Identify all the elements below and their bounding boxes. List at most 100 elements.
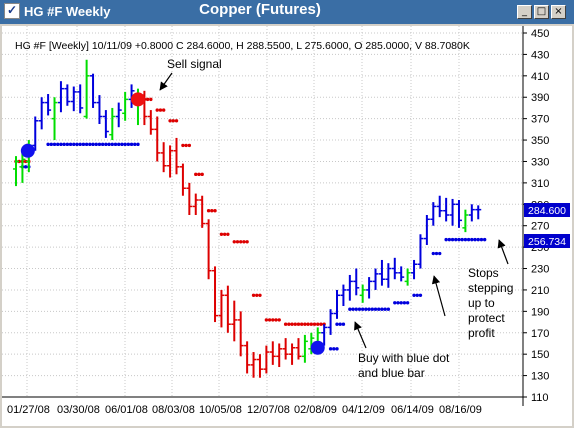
stop-dot xyxy=(470,237,474,242)
stop-dot xyxy=(68,142,73,147)
window-titlebar: ✓ HG #F Weekly Copper (Futures) _ □ × xyxy=(0,0,574,24)
stop-dot xyxy=(84,142,89,147)
stop-dot xyxy=(287,322,291,326)
sell-signal-label: Sell signal xyxy=(167,57,222,71)
stop-dot xyxy=(245,240,249,244)
sell-signal-dot xyxy=(130,92,145,107)
stop-dot xyxy=(357,307,362,311)
stop-dot xyxy=(126,142,131,147)
last-price-flag: 284.600 xyxy=(524,203,570,217)
price-tick-label: 210 xyxy=(531,285,549,297)
stop-dot xyxy=(72,142,76,147)
maximize-button[interactable]: □ xyxy=(534,5,549,19)
stop-dot xyxy=(373,307,378,311)
stop-dot xyxy=(348,307,352,311)
stop-level-flag: 256.734 xyxy=(524,234,570,248)
stop-dot xyxy=(255,293,259,297)
stop-dot xyxy=(258,293,262,297)
stop-level-value: 256.734 xyxy=(528,236,566,248)
minimize-button[interactable]: _ xyxy=(517,5,532,19)
price-tick-label: 150 xyxy=(531,349,549,361)
price-tick-label: 270 xyxy=(531,221,549,233)
stop-dot xyxy=(174,119,179,123)
info-line: HG #F [Weekly] 10/11/09 +0.8000 C 284.60… xyxy=(15,40,470,52)
stop-dot xyxy=(23,159,28,164)
stop-dot xyxy=(463,237,468,242)
buy-signal-arrow xyxy=(354,321,367,349)
stop-dot xyxy=(473,237,477,242)
stop-dot xyxy=(226,232,230,236)
stop-dot xyxy=(129,142,134,147)
price-tick-label: 170 xyxy=(531,328,549,340)
stop-dot xyxy=(418,293,423,297)
stop-dot xyxy=(434,251,439,256)
stop-dot xyxy=(267,318,272,322)
stop-dot xyxy=(341,322,346,326)
date-tick-label: 12/07/08 xyxy=(247,404,290,416)
stop-dot xyxy=(447,237,452,242)
stop-dot xyxy=(235,240,240,244)
stop-dot xyxy=(274,318,278,322)
stop-dot xyxy=(149,97,153,102)
stop-dot xyxy=(97,142,102,147)
chart-panel[interactable]: 1101301501701902102302502702903103303503… xyxy=(2,26,572,426)
stop-dot xyxy=(338,322,342,326)
stop-dot xyxy=(107,142,111,147)
date-tick-label: 03/30/08 xyxy=(57,404,100,416)
stop-dot xyxy=(181,143,185,148)
stop-dot xyxy=(319,322,323,326)
stop-dot xyxy=(113,142,118,147)
price-chart[interactable]: 1101301501701902102302502702903103303503… xyxy=(2,26,572,426)
stop-dot xyxy=(62,142,66,147)
stop-dot xyxy=(299,322,304,326)
buy-signal-dot xyxy=(20,143,35,158)
stop-dot xyxy=(479,237,484,242)
stops-label-line3: up to xyxy=(468,296,495,310)
stop-dot xyxy=(271,318,275,322)
stop-dot xyxy=(354,307,358,311)
app-icon: ✓ xyxy=(4,3,20,19)
stop-dot xyxy=(49,142,54,147)
stop-dot xyxy=(332,347,336,351)
date-tick-label: 10/05/08 xyxy=(199,404,242,416)
stop-dot xyxy=(120,142,124,147)
stop-dot xyxy=(460,237,464,242)
stop-dot xyxy=(56,142,60,147)
stop-dot xyxy=(454,237,458,242)
stop-dot xyxy=(293,322,297,326)
stop-dot xyxy=(52,142,57,147)
price-tick-label: 410 xyxy=(531,71,549,83)
price-tick-label: 390 xyxy=(531,92,549,104)
stop-dot xyxy=(383,307,387,311)
date-tick-label: 06/14/09 xyxy=(391,404,434,416)
buy-label-line2: and blue bar xyxy=(358,366,425,380)
price-tick-label: 430 xyxy=(531,49,549,61)
stop-dot xyxy=(402,301,407,305)
chart-heading: Copper (Futures) xyxy=(199,1,321,18)
stop-dot xyxy=(65,142,70,147)
stop-dot xyxy=(91,142,95,147)
stop-dot xyxy=(393,301,397,305)
stop-dot xyxy=(110,142,115,147)
chart-grid xyxy=(2,26,523,398)
stop-dot xyxy=(242,240,246,244)
price-tick-label: 190 xyxy=(531,306,549,318)
price-bars xyxy=(13,59,482,378)
stop-dot xyxy=(312,322,317,326)
stop-dot xyxy=(377,307,381,311)
stop-dot xyxy=(309,322,314,326)
stop-dot xyxy=(360,307,365,311)
stop-dot xyxy=(232,240,236,244)
stop-dot xyxy=(290,322,294,326)
close-button[interactable]: × xyxy=(551,5,566,19)
stop-dot xyxy=(219,232,224,236)
stop-dot xyxy=(222,232,227,236)
stop-dot xyxy=(335,347,339,351)
stop-dot xyxy=(386,307,391,311)
stop-dot xyxy=(117,142,121,147)
stop-dot xyxy=(59,142,63,147)
stop-dot xyxy=(370,307,375,311)
stop-dot xyxy=(316,322,320,326)
stop-dot xyxy=(136,142,140,147)
stop-dot xyxy=(239,240,243,244)
